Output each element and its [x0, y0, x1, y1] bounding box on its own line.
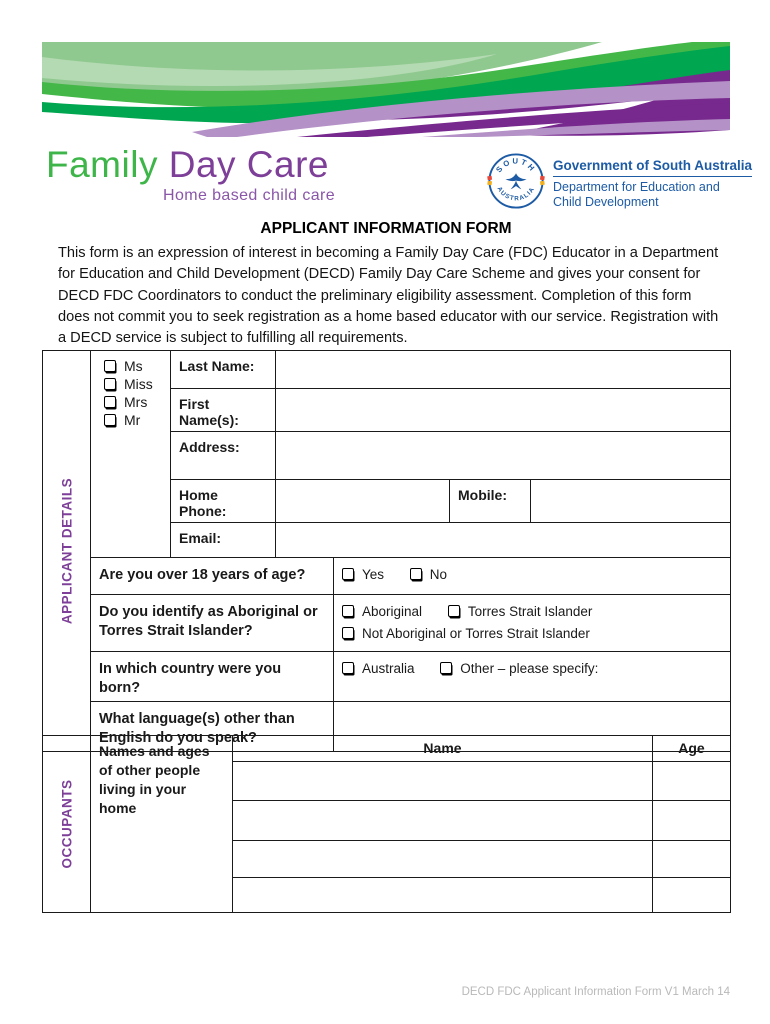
last-name-label: Last Name:: [170, 350, 276, 389]
first-name-input[interactable]: [275, 388, 731, 432]
page-title: APPLICANT INFORMATION FORM: [260, 220, 512, 237]
checkbox-miss-icon[interactable]: [104, 378, 116, 390]
first-name-label: First Name(s):: [170, 388, 276, 432]
applicant-details-section-cell: APPLICANT DETAILS: [42, 350, 91, 752]
option-no[interactable]: No: [409, 567, 448, 582]
occupant-row-1: [43, 761, 731, 801]
title-option-mrs-label: Mrs: [124, 394, 148, 410]
option-aboriginal-label: Aboriginal: [362, 604, 423, 619]
brand-word-family: Family: [46, 144, 158, 185]
email-input[interactable]: [275, 522, 731, 558]
government-text-block: Government of South Australia Department…: [553, 152, 753, 210]
checkbox-mr-icon[interactable]: [104, 414, 116, 426]
title-option-mr[interactable]: Mr: [104, 412, 162, 428]
email-label: Email:: [170, 522, 276, 558]
question-over-18: Are you over 18 years of age?: [90, 557, 334, 595]
answer-atsi: Aboriginal Torres Strait Islander Not Ab…: [333, 594, 731, 652]
option-yes[interactable]: Yes: [342, 567, 384, 582]
title-option-mrs[interactable]: Mrs: [104, 394, 162, 410]
footer-version-text: DECD FDC Applicant Information Form V1 M…: [461, 986, 730, 998]
checkbox-yes-icon[interactable]: [342, 568, 354, 580]
checkbox-ms-icon[interactable]: [104, 360, 116, 372]
answer-country-born: Australia Other – please specify:: [333, 651, 731, 702]
mobile-label-word: Mobile: [458, 487, 503, 503]
option-australia-label: Australia: [362, 661, 415, 676]
checkbox-australia-icon[interactable]: [342, 662, 354, 674]
title-option-ms[interactable]: Ms: [104, 358, 162, 374]
option-not-aboriginal-or-tsi[interactable]: Not Aboriginal or Torres Strait Islander: [342, 626, 590, 641]
title-checkbox-group: Ms Miss Mrs Mr: [90, 350, 171, 558]
mobile-label: Mobile:: [449, 479, 531, 523]
wave-banner-graphic: [42, 42, 730, 137]
address-label: Address:: [170, 431, 276, 480]
occupant-row-4: [43, 877, 731, 913]
question-country-born: In which country were you born?: [90, 651, 334, 702]
checkbox-not-atsi-icon[interactable]: [342, 627, 354, 639]
option-not-atsi-label: Not Aboriginal or Torres Strait Islander: [362, 626, 590, 641]
option-tsi-label: Torres Strait Islander: [467, 604, 593, 619]
applicant-details-section-label: APPLICANT DETAILS: [59, 477, 74, 625]
title-option-mr-label: Mr: [124, 412, 141, 428]
occupant-1-age-input[interactable]: [652, 761, 731, 801]
option-other-specify[interactable]: Other – please specify:: [440, 661, 598, 676]
occupant-3-name-input[interactable]: [232, 840, 653, 878]
occupant-3-age-input[interactable]: [652, 840, 731, 878]
home-phone-label: Home Phone:: [170, 479, 276, 523]
question-atsi: Do you identify as Aboriginal or Torres …: [90, 594, 334, 652]
checkbox-aboriginal-icon[interactable]: [342, 605, 354, 617]
option-yes-label: Yes: [362, 567, 385, 582]
occupant-4-name-input[interactable]: [232, 877, 653, 913]
occupant-row-2: [43, 800, 731, 841]
applicant-details-table: APPLICANT DETAILS Ms Miss Mrs Mr Last Na…: [42, 350, 731, 752]
title-option-miss-label: Miss: [124, 376, 153, 392]
brand-word-day-care: Day Care: [157, 144, 330, 185]
title-option-ms-label: Ms: [124, 358, 143, 374]
occupants-section-cell: OCCUPANTS: [42, 735, 91, 913]
occupant-1-name-input[interactable]: [232, 761, 653, 801]
option-torres-strait-islander[interactable]: Torres Strait Islander: [447, 604, 593, 619]
mobile-input[interactable]: [530, 479, 731, 523]
checkbox-tsi-icon[interactable]: [447, 605, 460, 617]
option-no-label: No: [429, 567, 448, 582]
occupants-age-header: Age: [652, 735, 731, 762]
department-name-line1: Department for Education and: [553, 180, 720, 194]
government-logo-block: SOUTH AUSTRALIA Government of South Aust…: [487, 152, 753, 210]
intro-paragraph: This form is an expression of interest i…: [58, 245, 719, 347]
wave-banner-svg: [42, 42, 730, 137]
address-input[interactable]: [275, 431, 731, 480]
checkbox-no-icon[interactable]: [409, 568, 422, 580]
home-phone-input[interactable]: [275, 479, 450, 523]
occupants-section-label: OCCUPANTS: [59, 779, 74, 869]
occupants-description: Names and ages of other people living in…: [90, 735, 233, 913]
sa-government-seal-icon: SOUTH AUSTRALIA: [487, 153, 545, 209]
occupants-table: OCCUPANTS Names and ages of other people…: [42, 735, 731, 913]
option-other-label: Other – please specify:: [460, 661, 599, 676]
option-australia[interactable]: Australia: [342, 661, 415, 676]
occupant-2-name-input[interactable]: [232, 800, 653, 841]
brand-tagline: Home based child care: [163, 187, 336, 204]
option-aboriginal[interactable]: Aboriginal: [342, 604, 422, 619]
government-name: Government of South Australia: [553, 158, 753, 177]
occupants-name-header: Name: [232, 735, 653, 762]
mobile-label-colon: :: [502, 487, 508, 503]
title-option-miss[interactable]: Miss: [104, 376, 162, 392]
checkbox-other-icon[interactable]: [440, 662, 453, 674]
occupant-2-age-input[interactable]: [652, 800, 731, 841]
family-day-care-logo: Family Day Care: [46, 144, 329, 186]
occupant-4-age-input[interactable]: [652, 877, 731, 913]
answer-over-18: Yes No: [333, 557, 731, 595]
last-name-input[interactable]: [275, 350, 731, 389]
checkbox-mrs-icon[interactable]: [104, 396, 116, 408]
department-name-line2: Child Development: [553, 195, 659, 209]
